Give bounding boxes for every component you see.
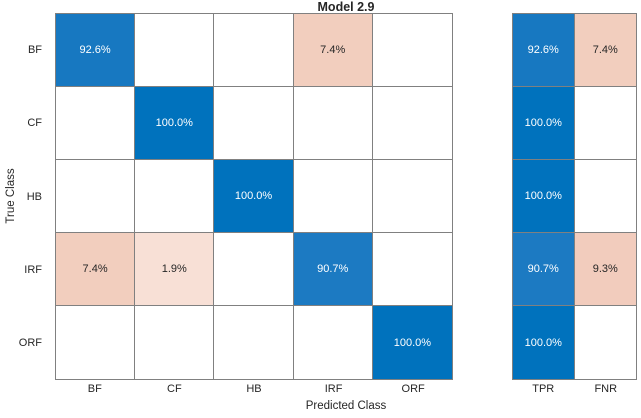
- summary-cell-r3-c1: 9.3%: [574, 233, 636, 306]
- matrix-cell-r1-c1: 100.0%: [135, 87, 215, 160]
- matrix-cell-r2-c2: 100.0%: [214, 160, 294, 233]
- y-tick-cf: CF: [27, 117, 42, 130]
- matrix-cell-r3-c4: [372, 233, 452, 306]
- matrix-cell-r4-c2: [214, 306, 294, 379]
- summary-cell-r2-c0: 100.0%: [513, 160, 575, 233]
- summary-column-labels: TPR FNR: [512, 383, 637, 399]
- summary-cell-r4-c0: 100.0%: [513, 306, 575, 379]
- matrix-cell-r2-c0: [56, 160, 136, 233]
- matrix-cell-r4-c3: [293, 306, 373, 379]
- x-tick-hb: HB: [246, 383, 262, 395]
- x-axis-tick-labels: BF CF HB IRF ORF: [55, 383, 453, 399]
- x-axis-label: Predicted Class: [305, 400, 387, 412]
- matrix-cell-r0-c0: 92.6%: [56, 14, 136, 87]
- matrix-cell-r4-c0: [56, 306, 136, 379]
- x-tick-bf: BF: [87, 383, 102, 395]
- matrix-cell-r3-c3: 90.7%: [293, 233, 373, 306]
- matrix-cell-r1-c4: [372, 87, 452, 160]
- summary-cell-r1-c1: [574, 87, 636, 160]
- matrix-cell-r2-c4: [372, 160, 452, 233]
- matrix-cell-r4-c4: 100.0%: [372, 306, 452, 379]
- summary-tick-tpr: TPR: [532, 383, 555, 395]
- x-tick-irf: IRF: [324, 383, 343, 395]
- column-summary-grid: 92.6% 7.4% 100.0% 100.0% 90.7% 9.3% 100.0%: [512, 13, 637, 380]
- matrix-cell-r3-c0: 7.4%: [56, 233, 136, 306]
- matrix-cell-r0-c4: [372, 14, 452, 87]
- summary-cell-r0-c1: 7.4%: [574, 14, 636, 87]
- chart-title: Model 2.9: [317, 0, 375, 14]
- summary-cell-r4-c1: [574, 306, 636, 379]
- x-tick-cf: CF: [167, 383, 182, 395]
- matrix-cell-r2-c1: [135, 160, 215, 233]
- matrix-cell-r0-c3: 7.4%: [293, 14, 373, 87]
- summary-cell-r1-c0: 100.0%: [513, 87, 575, 160]
- summary-cell-r0-c0: 92.6%: [513, 14, 575, 87]
- matrix-cell-r1-c2: [214, 87, 294, 160]
- y-tick-bf: BF: [27, 43, 42, 56]
- matrix-cell-r1-c3: [293, 87, 373, 160]
- matrix-cell-r2-c3: [293, 160, 373, 233]
- y-tick-orf: ORF: [18, 337, 42, 350]
- matrix-cell-r4-c1: [135, 306, 215, 379]
- summary-cell-r3-c0: 90.7%: [513, 233, 575, 306]
- y-tick-irf: IRF: [24, 263, 42, 276]
- matrix-cell-r0-c2: [214, 14, 294, 87]
- y-axis-tick-labels: BF CF HB IRF ORF: [0, 13, 48, 380]
- matrix-cell-r0-c1: [135, 14, 215, 87]
- matrix-cell-r1-c0: [56, 87, 136, 160]
- matrix-cell-r3-c1: 1.9%: [135, 233, 215, 306]
- x-tick-orf: ORF: [401, 383, 425, 395]
- summary-tick-fnr: FNR: [594, 383, 618, 395]
- matrix-cell-r3-c2: [214, 233, 294, 306]
- summary-cell-r2-c1: [574, 160, 636, 233]
- y-tick-hb: HB: [26, 190, 42, 203]
- confusion-matrix-grid: 92.6% 7.4% 100.0% 100.0% 7.4% 1.9% 90.7% 100.0%: [55, 13, 453, 380]
